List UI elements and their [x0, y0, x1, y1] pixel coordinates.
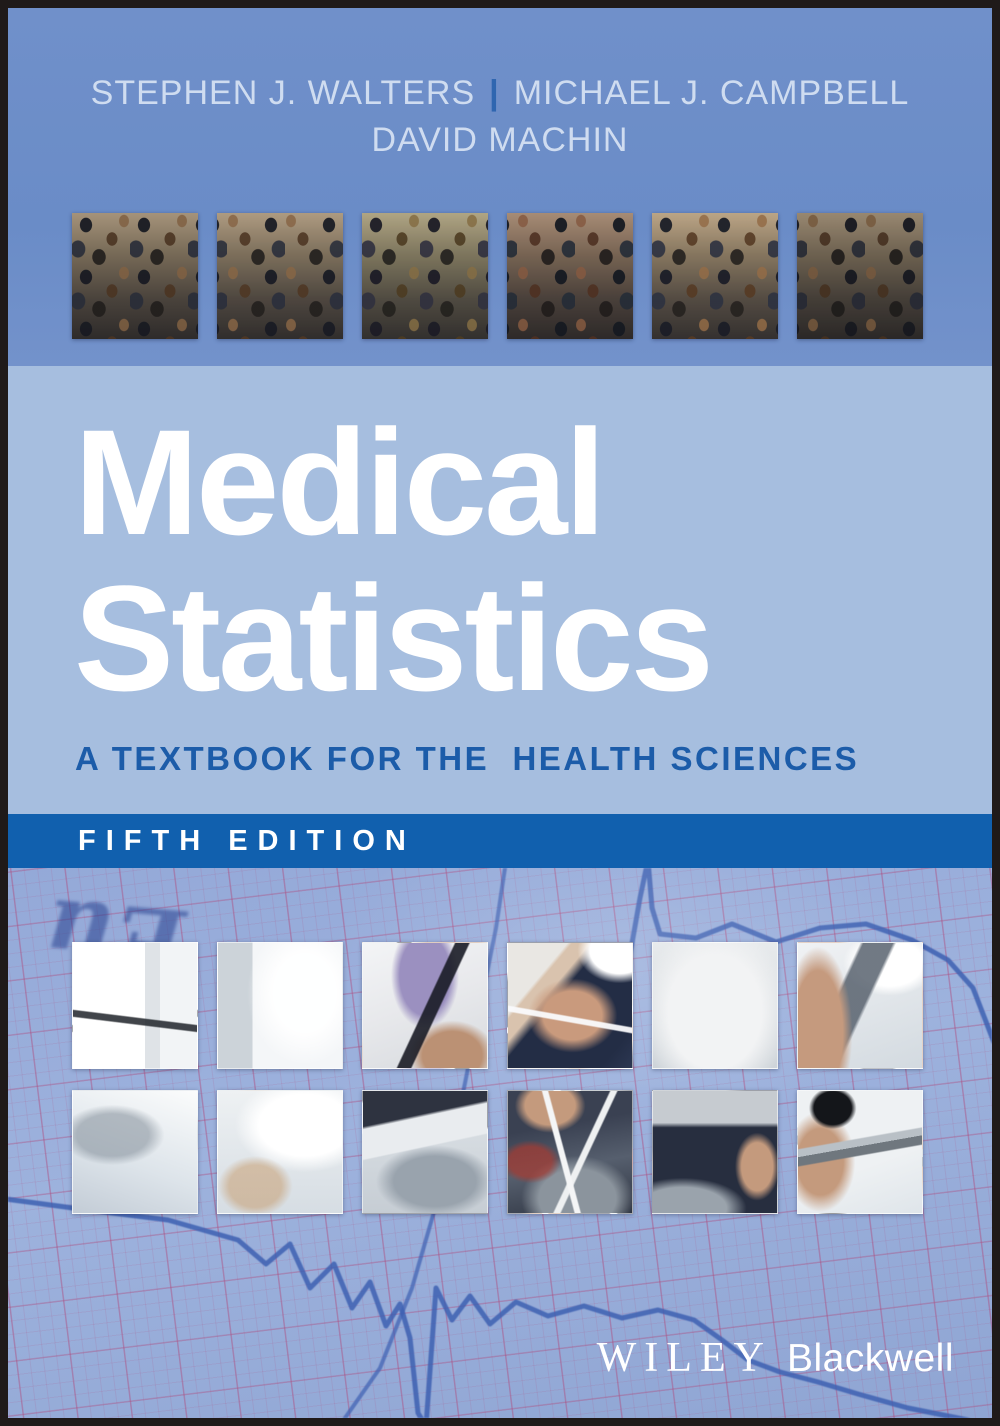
authors-line-2: DAVID MACHIN [8, 117, 992, 164]
author-3: DAVID MACHIN [371, 121, 629, 159]
crowd-photo-3 [362, 213, 488, 339]
blackwell-wordmark: Blackwell [786, 1337, 954, 1380]
medical-photo-1 [72, 942, 198, 1069]
wiley-wordmark: WILEY [596, 1335, 772, 1381]
crowd-photo-1 [72, 213, 198, 339]
cover-inner: STEPHEN J. WALTERS | MICHAEL J. CAMPBELL D… [8, 8, 992, 1418]
crowd-photo-strip [72, 213, 923, 339]
title-section: Medical Statistics A TEXTBOOK FOR THE HE… [8, 366, 992, 814]
publisher-logo: WILEY Blackwell [597, 1334, 954, 1382]
medical-photo-row-1 [72, 942, 923, 1069]
author-separator: | [489, 74, 500, 112]
edition-band: FIFTH EDITION [8, 814, 992, 868]
book-title: Medical Statistics [8, 366, 992, 716]
medical-photo-12 [797, 1090, 923, 1214]
crowd-photo-4 [507, 213, 633, 339]
book-subtitle: A TEXTBOOK FOR THE HEALTH SCIENCES [75, 740, 860, 777]
ecg-trace-main [8, 1196, 971, 1418]
crowd-photo-5 [652, 213, 778, 339]
medical-photo-row-2 [72, 1090, 923, 1214]
title-line-1: Medical [74, 398, 606, 566]
medical-photo-6 [797, 942, 923, 1069]
medical-photo-5 [652, 942, 778, 1069]
medical-photo-8 [217, 1090, 343, 1214]
medical-photo-7 [72, 1090, 198, 1214]
medical-photo-2 [217, 942, 343, 1069]
author-1: STEPHEN J. WALTERS [90, 74, 476, 112]
authors-line-1: STEPHEN J. WALTERS | MICHAEL J. CAMPBELL [8, 70, 992, 117]
medical-photo-4 [507, 942, 633, 1069]
ecg-trace-upper [597, 868, 992, 1045]
medical-photo-3 [362, 942, 488, 1069]
crowd-photo-6 [797, 213, 923, 339]
author-2: MICHAEL J. CAMPBELL [513, 74, 910, 112]
authors: STEPHEN J. WALTERS | MICHAEL J. CAMPBELL D… [8, 8, 992, 164]
title-line-2: Statistics [74, 554, 714, 722]
medical-photo-9 [362, 1090, 488, 1214]
edition-label: FIFTH EDITION [78, 824, 416, 857]
medical-photo-10 [507, 1090, 633, 1214]
bottom-section: Eu WILEY Blackwell [8, 868, 992, 1418]
top-section: STEPHEN J. WALTERS | MICHAEL J. CAMPBELL D… [8, 8, 992, 366]
medical-photo-11 [652, 1090, 778, 1214]
crowd-photo-2 [217, 213, 343, 339]
